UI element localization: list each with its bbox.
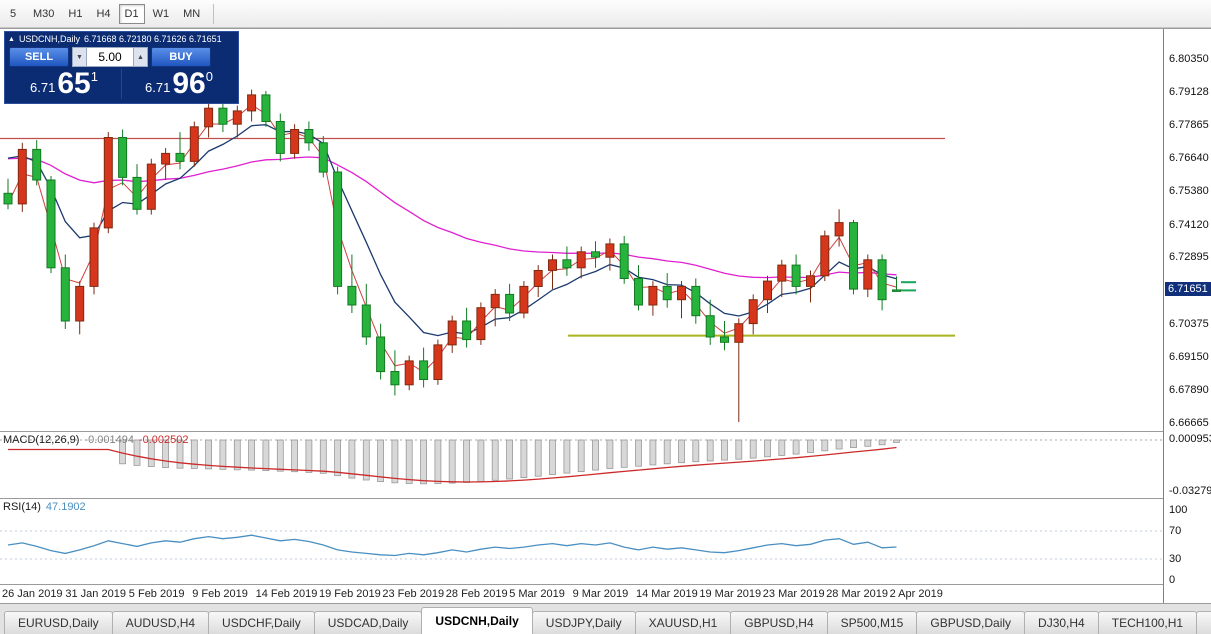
rsi-scale-label: 0	[1169, 574, 1176, 586]
volume-down-icon[interactable]: ▼	[72, 47, 87, 67]
sell-price[interactable]: 6.71 65 1	[7, 69, 121, 99]
collapse-panel-icon[interactable]: ▲	[8, 35, 15, 43]
candlestick-chart[interactable]	[0, 29, 1163, 431]
price-axis-label: 6.70375	[1169, 318, 1209, 331]
chart-window: ▲ USDCNH,Daily 6.71668 6.72180 6.71626 6…	[0, 28, 1211, 604]
date-axis-label: 23 Mar 2019	[762, 588, 825, 600]
timeframe-button-H1[interactable]: H1	[68, 7, 83, 20]
macd-pane[interactable]: MACD(12,26,9) -0.001494 -0.002502	[0, 432, 1163, 499]
price-axis-label: 6.74120	[1169, 218, 1209, 231]
sell-button[interactable]: SELL	[9, 47, 69, 67]
chart-tab-USDCHF-Daily[interactable]: USDCHF,Daily	[208, 611, 315, 634]
rsi-chart[interactable]	[0, 499, 1163, 584]
chart-tab-DJ30-H4[interactable]: DJ30,H4	[1024, 611, 1099, 634]
chart-tab-USDJPY-Daily[interactable]: USDJPY,Daily	[531, 611, 636, 634]
volume-input[interactable]	[87, 47, 133, 67]
rsi-pane[interactable]: RSI(14) 47.1902	[0, 499, 1163, 585]
date-axis-label: 9 Feb 2019	[192, 588, 248, 600]
price-axis-label: 6.76640	[1169, 151, 1209, 164]
date-axis[interactable]: 26 Jan 2019 31 Jan 2019 5 Feb 2019 9 Feb 20…	[0, 585, 1163, 604]
chart-tab-UKC[interactable]: UKC	[1196, 611, 1211, 634]
timeframe-button-W1[interactable]: W1	[152, 7, 170, 20]
date-axis-label: 26 Jan 2019	[2, 588, 63, 600]
sell-price-sup: 1	[90, 69, 98, 84]
timeframe-toolbar: 5 M30 H1 H4 D1 W1 MN	[0, 0, 1211, 28]
macd-scale-min: -0.032793	[1169, 485, 1211, 497]
toolbar-separator	[213, 3, 215, 24]
timeframe-button-M30[interactable]: M30	[33, 7, 55, 20]
sell-price-prefix: 6.71	[30, 80, 56, 95]
chart-tab-XAUUSD-H1[interactable]: XAUUSD,H1	[634, 611, 732, 634]
rsi-scale-label: 100	[1169, 504, 1188, 516]
date-axis-label: 2 Apr 2019	[889, 588, 943, 600]
price-axis-label: 6.69150	[1169, 350, 1209, 363]
chart-ohlc-values: 6.71668 6.72180 6.71626 6.71651	[83, 34, 222, 44]
buy-price-prefix: 6.71	[145, 80, 171, 95]
date-axis-label: 14 Feb 2019	[255, 588, 318, 600]
macd-chart[interactable]	[0, 432, 1163, 498]
price-axis-label: 6.79128	[1169, 85, 1209, 98]
chart-tab-USDCNH-Daily[interactable]: USDCNH,Daily	[421, 607, 533, 634]
price-axis-label: 6.75380	[1169, 185, 1209, 198]
chart-tabs: EURUSD,Daily AUDUSD,H4 USDCHF,Daily USDCAD,…	[0, 603, 1211, 634]
price-pane[interactable]: ▲ USDCNH,Daily 6.71668 6.72180 6.71626 6…	[0, 29, 1163, 432]
rsi-scale-label: 30	[1169, 553, 1182, 565]
timeframe-button-MN[interactable]: MN	[183, 7, 201, 20]
buy-price[interactable]: 6.71 96 0	[121, 69, 236, 99]
chart-symbol-period: USDCNH,Daily	[18, 34, 80, 44]
chart-title: ▲ USDCNH,Daily 6.71668 6.72180 6.71626 6…	[5, 32, 238, 45]
date-axis-label: 23 Feb 2019	[382, 588, 445, 600]
chart-tab-EURUSD-Daily[interactable]: EURUSD,Daily	[4, 611, 113, 634]
price-axis[interactable]: 6.80350 6.79128 6.77865 6.76640 6.75380 6.741…	[1163, 29, 1211, 604]
rsi-scale-label: 70	[1169, 525, 1182, 537]
buy-button[interactable]: BUY	[151, 47, 211, 67]
sell-price-big: 65	[57, 67, 91, 100]
price-axis-label: 6.77865	[1169, 119, 1209, 132]
date-axis-label: 14 Mar 2019	[636, 588, 698, 600]
date-axis-label: 28 Mar 2019	[826, 588, 888, 600]
date-axis-label: 31 Jan 2019	[65, 588, 126, 600]
chart-tab-AUDUSD-H4[interactable]: AUDUSD,H4	[111, 611, 210, 634]
date-axis-label: 9 Mar 2019	[572, 588, 629, 600]
buy-price-sup: 0	[205, 69, 213, 84]
macd-label: MACD(12,26,9) -0.001494 -0.002502	[3, 434, 189, 446]
buy-price-big: 96	[172, 67, 206, 100]
price-axis-label: 6.72895	[1169, 251, 1209, 264]
chart-tab-SP500-M15[interactable]: SP500,M15	[826, 611, 918, 634]
price-axis-label: 6.67890	[1169, 384, 1209, 397]
timeframe-button-H4[interactable]: H4	[96, 7, 111, 20]
current-price-tag: 6.71651	[1165, 282, 1211, 297]
macd-scale-max: 0.000953	[1169, 432, 1211, 445]
chart-tab-USDCAD-Daily[interactable]: USDCAD,Daily	[313, 611, 423, 634]
date-axis-label: 19 Feb 2019	[319, 588, 381, 600]
rsi-label: RSI(14) 47.1902	[3, 501, 86, 513]
date-axis-label: 5 Mar 2019	[509, 588, 565, 600]
price-axis-label: 6.80350	[1169, 53, 1209, 65]
date-axis-label: 5 Feb 2019	[128, 588, 185, 600]
one-click-trading-panel: ▲ USDCNH,Daily 6.71668 6.72180 6.71626 6…	[4, 31, 239, 104]
timeframe-button-5[interactable]: 5	[9, 7, 17, 20]
chart-tab-GBPUSD-Daily[interactable]: GBPUSD,Daily	[916, 611, 1026, 634]
price-axis-label: 6.66665	[1169, 417, 1209, 429]
timeframe-button-D1[interactable]: D1	[118, 3, 145, 24]
date-axis-label: 28 Feb 2019	[445, 588, 508, 600]
date-axis-label: 19 Mar 2019	[699, 588, 762, 600]
volume-spinner: ▼ ▲	[72, 47, 148, 67]
volume-up-icon[interactable]: ▲	[133, 47, 148, 67]
chart-tab-GBPUSD-H4[interactable]: GBPUSD,H4	[730, 611, 828, 634]
chart-tab-TECH100-H1[interactable]: TECH100,H1	[1097, 611, 1198, 634]
